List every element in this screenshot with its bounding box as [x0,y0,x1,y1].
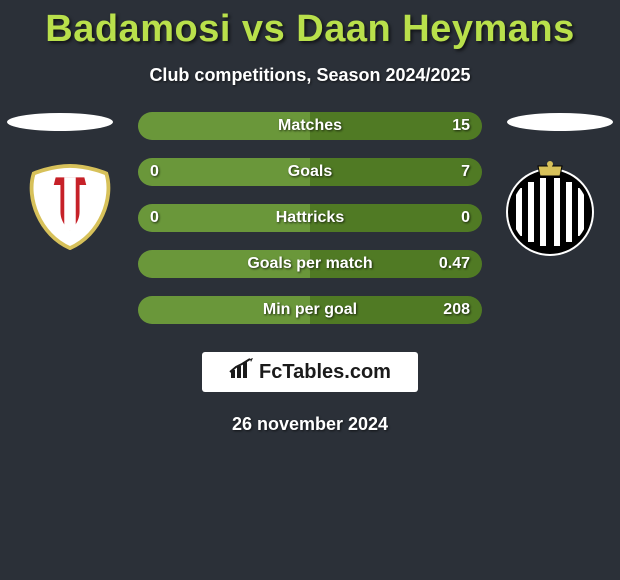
page-title: Badamosi vs Daan Heymans [0,0,620,51]
stat-row: 0.47 Goals per match [138,250,482,278]
stat-left-value: 0 [150,163,159,181]
stat-row: 0 0 Hattricks [138,204,482,232]
player-left-oval [7,113,113,131]
site-badge: FcTables.com [202,352,418,392]
bar-chart-icon [229,358,255,386]
player-right-oval [507,113,613,131]
comparison-panel: 15 Matches 0 7 Goals 0 0 Hattricks 0.47 … [0,110,620,435]
site-name: FcTables.com [259,361,391,384]
stat-right-value: 208 [443,301,470,319]
snapshot-date: 26 november 2024 [0,414,620,435]
stat-row: 0 7 Goals [138,158,482,186]
stat-right-value: 15 [452,117,470,135]
stat-row: 15 Matches [138,112,482,140]
stat-left-value: 0 [150,209,159,227]
club-badge-right [500,158,600,258]
club-badge-left [20,164,120,250]
page-subtitle: Club competitions, Season 2024/2025 [0,65,620,86]
stats-list: 15 Matches 0 7 Goals 0 0 Hattricks 0.47 … [138,110,482,324]
stat-right-value: 0 [461,209,470,227]
stat-right-value: 0.47 [439,255,470,273]
stat-right-value: 7 [461,163,470,181]
stat-row: 208 Min per goal [138,296,482,324]
